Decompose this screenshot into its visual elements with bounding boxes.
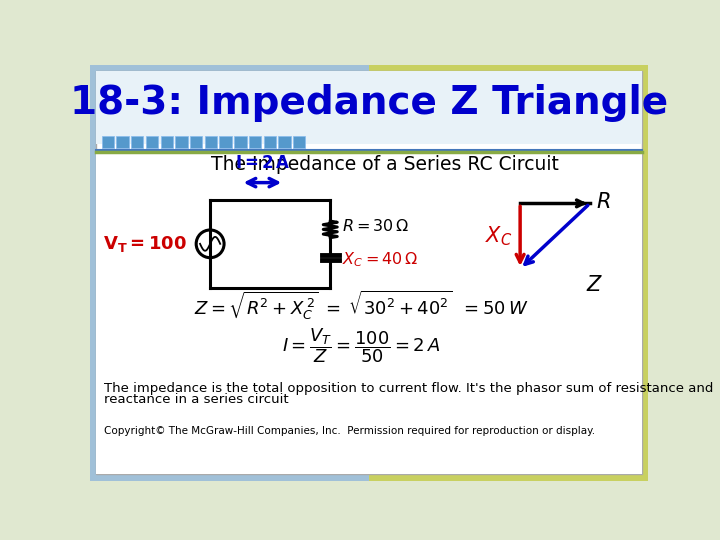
Text: The Impedance of a Series RC Circuit: The Impedance of a Series RC Circuit: [210, 156, 559, 174]
Text: $R$: $R$: [596, 192, 611, 212]
Bar: [264, 136, 276, 148]
Bar: [96, 71, 642, 144]
Bar: [96, 152, 642, 475]
Text: $Z$: $Z$: [586, 275, 603, 295]
Bar: [117, 136, 129, 148]
Bar: [279, 136, 291, 148]
Text: $R = 30\,\Omega$: $R = 30\,\Omega$: [342, 218, 409, 233]
Bar: [161, 136, 173, 148]
Bar: [204, 136, 217, 148]
Bar: [145, 136, 158, 148]
Text: $I = \dfrac{V_T}{Z} = \dfrac{100}{50} = 2\,A$: $I = \dfrac{V_T}{Z} = \dfrac{100}{50} = …: [282, 327, 441, 365]
Bar: [131, 136, 143, 148]
Text: The impedance is the total opposition to current flow. It's the phasor sum of re: The impedance is the total opposition to…: [104, 382, 714, 395]
Text: $\mathbf{V_T = 100}$: $\mathbf{V_T = 100}$: [103, 234, 187, 254]
Bar: [220, 136, 232, 148]
Text: $X_C$: $X_C$: [485, 224, 513, 248]
Bar: [102, 136, 114, 148]
Text: $\mathbf{I = 2\,A}$: $\mathbf{I = 2\,A}$: [235, 154, 290, 172]
Text: $X_C = 40\,\Omega$: $X_C = 40\,\Omega$: [342, 250, 418, 268]
Text: Copyright© The McGraw-Hill Companies, Inc.  Permission required for reproduction: Copyright© The McGraw-Hill Companies, In…: [104, 426, 595, 436]
Bar: [175, 136, 188, 148]
Polygon shape: [369, 65, 648, 481]
Bar: [293, 136, 305, 148]
Polygon shape: [90, 65, 369, 481]
Text: $Z = \sqrt{R^2 + X_C^{\,2}} \;=\; \sqrt{30^2 + 40^2} \;\;= 50\,W$: $Z = \sqrt{R^2 + X_C^{\,2}} \;=\; \sqrt{…: [194, 288, 528, 322]
Text: 18-3: Impedance Z Triangle: 18-3: Impedance Z Triangle: [70, 84, 668, 122]
Bar: [234, 136, 246, 148]
Bar: [249, 136, 261, 148]
Bar: [190, 136, 202, 148]
Text: reactance in a series circuit: reactance in a series circuit: [104, 393, 289, 406]
